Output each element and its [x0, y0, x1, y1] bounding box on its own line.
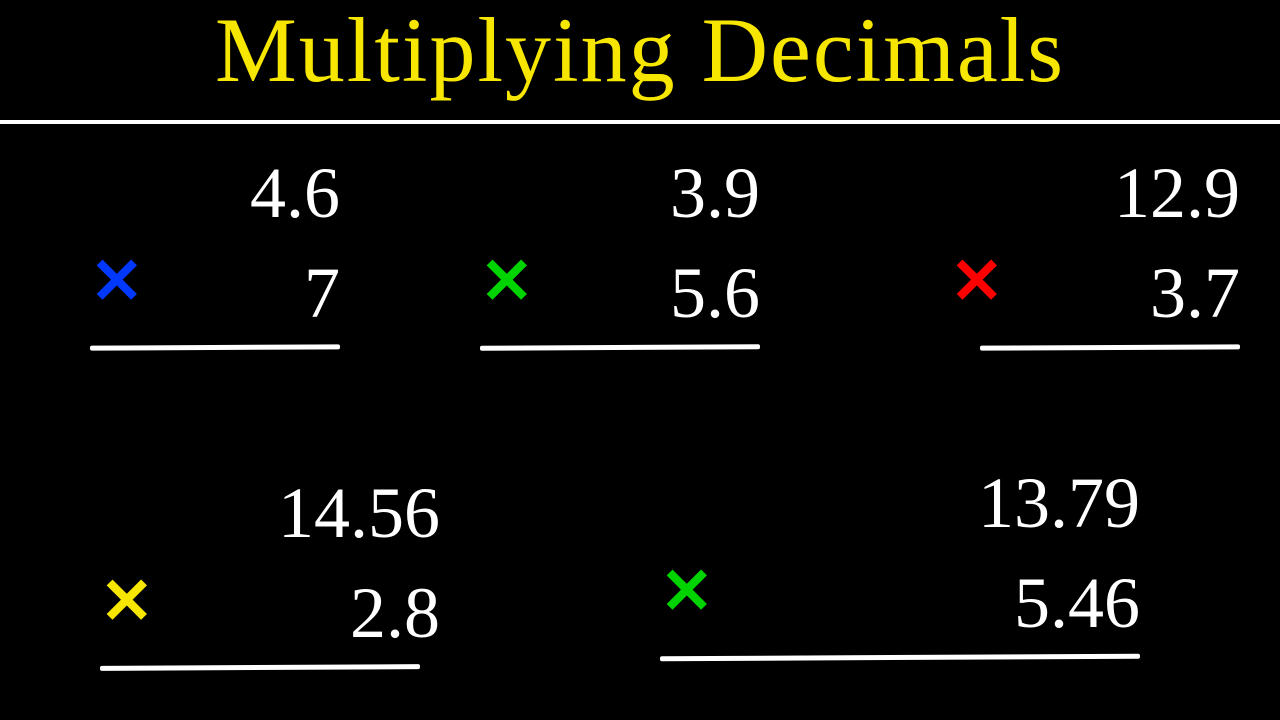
problem-3-top-number: 12.9	[1114, 147, 1240, 241]
title-underline	[0, 120, 1280, 124]
problem-5-underline	[660, 653, 1140, 661]
problem-3-underline	[980, 344, 1240, 350]
problem-2-top: 3.9	[480, 140, 760, 240]
problem-1-bottom: ✕ 7	[90, 240, 340, 340]
problem-3-top: 12.9	[950, 140, 1240, 240]
problem-2: 3.9 ✕ 5.6	[480, 140, 760, 350]
problem-3: 12.9 ✕ 3.7	[950, 140, 1240, 350]
problem-4-bottom-number: 2.8	[350, 567, 440, 661]
multiply-icon: ✕	[90, 240, 144, 323]
problem-4-top-number: 14.56	[278, 467, 440, 561]
problem-5-top: 13.79	[660, 450, 1140, 550]
multiply-icon: ✕	[100, 560, 154, 643]
problem-5-bottom-number: 5.46	[1014, 557, 1140, 651]
problem-4-bottom: ✕ 2.8	[100, 560, 440, 660]
problem-2-underline	[480, 344, 760, 350]
problem-3-bottom-number: 3.7	[1150, 247, 1240, 341]
problem-2-bottom-number: 5.6	[670, 247, 760, 341]
multiply-icon: ✕	[480, 240, 534, 323]
problem-1-bottom-number: 7	[304, 247, 340, 341]
problem-2-bottom: ✕ 5.6	[480, 240, 760, 340]
page-title: Multiplying Decimals	[0, 0, 1280, 96]
problem-5: 13.79 ✕ 5.46	[660, 450, 1140, 660]
title-text: Multiplying Decimals	[215, 0, 1065, 101]
problem-4: 14.56 ✕ 2.8	[100, 460, 440, 670]
problem-1-top-number: 4.6	[250, 147, 340, 241]
problem-4-top: 14.56	[100, 460, 440, 560]
multiply-icon: ✕	[950, 240, 1004, 323]
problem-3-bottom: ✕ 3.7	[950, 240, 1240, 340]
problem-4-underline	[100, 664, 420, 671]
problem-1: 4.6 ✕ 7	[90, 140, 340, 350]
multiply-icon: ✕	[660, 550, 714, 633]
problem-5-top-number: 13.79	[978, 457, 1140, 551]
problem-2-top-number: 3.9	[670, 147, 760, 241]
problem-1-top: 4.6	[90, 140, 340, 240]
problem-1-underline	[90, 344, 340, 350]
problem-5-bottom: ✕ 5.46	[660, 550, 1140, 650]
